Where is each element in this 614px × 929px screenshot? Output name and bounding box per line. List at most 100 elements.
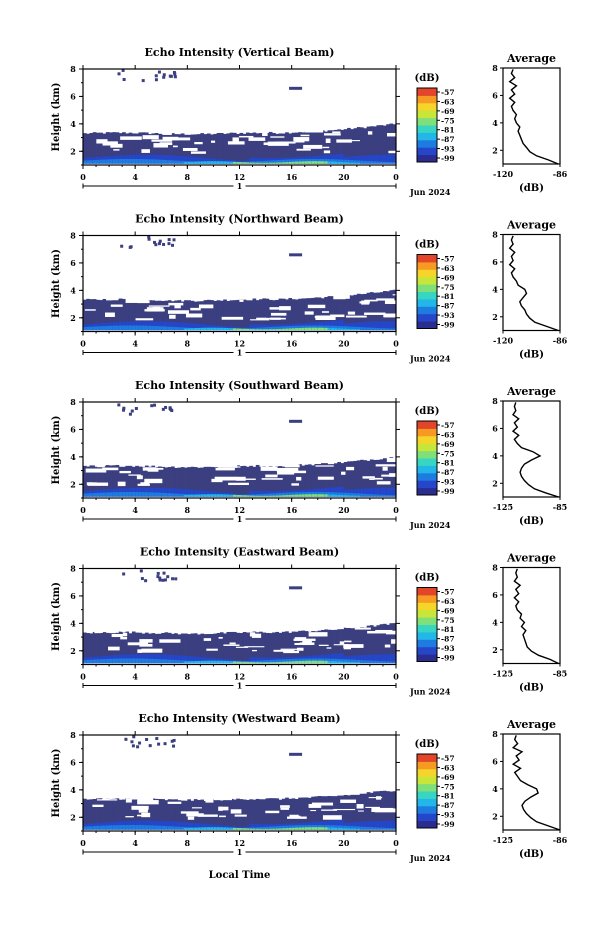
echo-band-cell [363,627,368,664]
echo-band-cell [229,132,234,164]
echo-band-cell [226,798,231,830]
echo-low-cell [190,156,195,164]
echo-band-cell [327,464,332,497]
colorbar-tick-label: -63 [441,430,455,439]
echo-band-cell [180,467,185,497]
echo-low-cell [255,827,260,830]
echo-band-cell [249,632,253,664]
echo-band-cell [246,132,250,164]
echo-low-cell [392,154,397,164]
echo-low-cell [219,494,224,497]
echo-band-cell [171,633,175,664]
echo-low-cell [281,495,286,497]
upper-echo-speck [117,403,121,407]
echo-band-cell [321,298,325,331]
upper-echo-speck [173,75,177,79]
echo-gap [84,309,96,311]
echo-low-cell [255,162,260,164]
echo-gap [341,471,346,475]
echo-gap [85,468,107,473]
echo-band-cell [298,298,302,331]
echo-band-cell [203,634,208,664]
echo-gap [375,629,393,632]
y-tick-label: 6 [70,757,76,767]
echo-band-cell [99,798,103,830]
echo-heatmap [83,68,400,164]
echo-low-cell [138,159,143,164]
echo-low-cell [226,161,231,164]
echo-band-cell [366,625,371,664]
echo-low-cell [151,825,156,830]
colorbar-bin [417,321,437,329]
echo-band-cell [236,299,240,331]
colorbar-tick-label: -69 [441,773,455,782]
echo-low-cell [343,495,348,497]
echo-low-cell [373,660,377,664]
echo-low-cell [334,825,338,830]
echo-band-cell [161,632,165,664]
echo-low-cell [369,321,374,331]
echo-low-cell [190,161,195,164]
colorbar-bin [417,587,437,596]
echo-low-cell [200,657,205,664]
echo-band-cell [330,464,335,497]
profile-x-label: (dB) [519,516,544,527]
y-tick-label: 8 [70,64,76,74]
echo-low-cell [203,823,208,830]
echo-low-cell [213,660,218,664]
y-tick-label: 6 [70,424,76,434]
echo-low-cell [180,493,185,497]
echo-band-cell [330,296,335,331]
echo-low-cell [294,494,299,497]
echo-band-cell [356,460,361,497]
echo-low-cell [392,654,397,664]
echo-gap [194,141,203,145]
echo-band-cell [327,296,332,331]
echo-low-cell [330,492,335,497]
echo-low-cell [369,660,374,664]
echo-gap [322,625,336,630]
echo-low-cell [109,658,113,664]
colorbar-tick-label: -99 [441,321,455,330]
echo-low-cell [298,827,302,830]
echo-gap [376,481,391,485]
echo-band-cell [112,798,117,830]
echo-low-cell [373,161,377,164]
echo-band-cell [340,129,345,164]
echo-band-cell [285,132,289,164]
echo-gap [268,463,283,467]
echo-low-cell [272,495,276,497]
echo-low-cell [275,162,280,164]
echo-band-cell [128,798,133,830]
echo-low-cell [373,327,377,331]
echo-low-cell [379,820,384,830]
echo-band-cell [206,466,211,497]
colorbar-bin [417,276,437,285]
echo-gap [256,317,266,320]
upper-echo-speck [173,72,177,76]
echo-gap [106,460,115,465]
echo-gap [112,126,124,131]
echo-band-cell [324,463,328,497]
echo-band-cell [141,299,146,331]
echo-band-cell [164,134,169,164]
echo-low-cell [347,495,351,497]
echo-band-cell [109,465,113,497]
echo-band-cell [301,465,306,497]
echo-low-cell [252,162,257,164]
echo-low-cell [298,161,302,164]
echo-band-cell [262,799,266,830]
day-label-bg [233,680,246,691]
echo-low-cell [86,826,90,830]
echo-low-cell [219,827,224,830]
echo-band-cell [226,465,231,497]
echo-gap [270,317,281,320]
echo-low-cell [138,492,143,497]
echo-low-cell [281,825,286,830]
echo-low-cell [148,825,152,830]
upper-echo-speck [117,72,121,76]
echo-low-cell [327,161,332,164]
echo-low-cell [229,161,234,164]
echo-band-cell [259,299,263,331]
echo-gap [333,644,350,646]
